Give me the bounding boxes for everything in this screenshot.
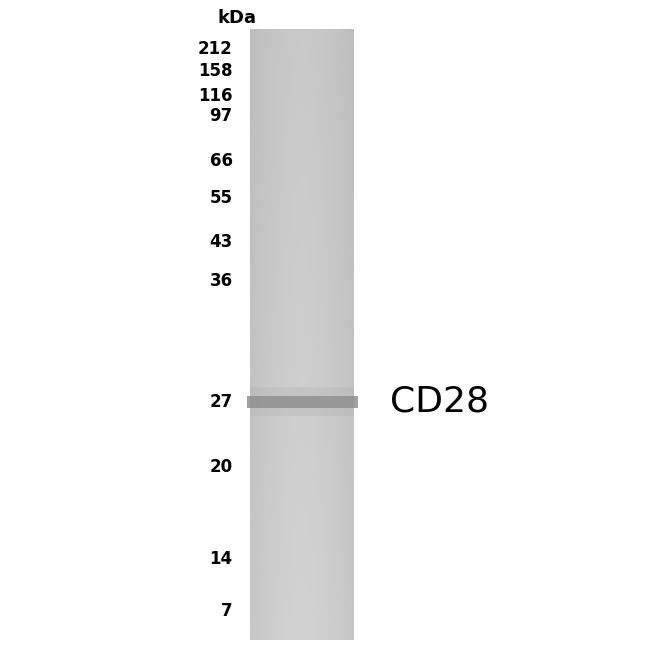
Text: CD28: CD28: [390, 385, 489, 419]
Text: 7: 7: [221, 602, 233, 620]
Text: kDa: kDa: [218, 9, 257, 27]
Bar: [250, 387, 354, 417]
Text: 55: 55: [210, 189, 233, 207]
Text: 116: 116: [198, 87, 233, 105]
Text: 158: 158: [198, 62, 233, 81]
Text: 43: 43: [209, 233, 233, 252]
Text: 97: 97: [209, 107, 233, 125]
Text: 20: 20: [209, 458, 233, 476]
Text: 212: 212: [198, 40, 233, 58]
Text: 27: 27: [209, 393, 233, 411]
Bar: [247, 396, 358, 408]
Text: 36: 36: [209, 272, 233, 290]
Text: 66: 66: [210, 152, 233, 170]
Text: 14: 14: [209, 550, 233, 568]
